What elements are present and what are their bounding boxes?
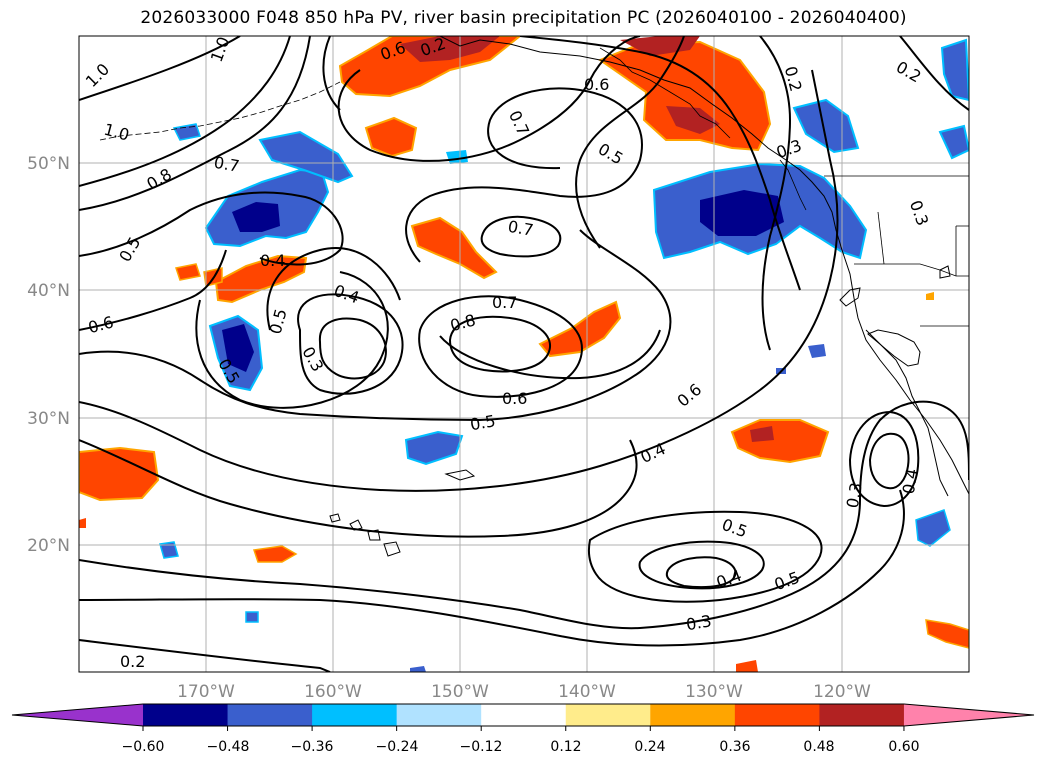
positive-precip-patch <box>597 36 772 152</box>
negative-precip-patch <box>404 430 464 466</box>
lat-label: 20°N <box>27 536 70 556</box>
precip-shading-layer <box>79 36 969 672</box>
colorbar-tick-label: −0.60 <box>122 739 165 755</box>
pv-contour-line <box>665 556 737 589</box>
pv-contour-line <box>519 36 801 291</box>
lon-label: 170°W <box>177 682 235 702</box>
negative-precip-patch <box>258 130 354 184</box>
negative-precip-patch <box>208 314 264 392</box>
map-plot-area: 1.0 1.0 1.0 0.6 0.8 0.7 0.6 0.7 0.5 0.2 … <box>79 36 969 672</box>
coastlines <box>99 36 969 557</box>
pv-contour-line <box>848 410 920 508</box>
colorbar-segment <box>481 704 567 726</box>
colorbar-tick-label: 0.24 <box>634 739 665 755</box>
positive-precip-patch <box>79 446 160 502</box>
pv-contour-line <box>405 87 643 263</box>
colorbar-segment <box>312 704 398 726</box>
positive-precip-patch <box>338 36 522 98</box>
colorbar-tick-label: 0.36 <box>719 739 750 755</box>
colorbar-tick-label: −0.48 <box>207 739 250 755</box>
pv-contour-line <box>759 36 792 351</box>
lat-label: 50°N <box>27 154 70 174</box>
pv-contour-line <box>480 215 562 258</box>
latitude-labels: 50°N 40°N 30°N 20°N <box>27 154 70 556</box>
lon-label: 160°W <box>304 682 362 702</box>
colorbar-tick-labels: −0.60 −0.48 −0.36 −0.24 −0.12 0.12 0.24 … <box>122 739 920 755</box>
lat-label: 40°N <box>27 281 70 301</box>
positive-precip-patch <box>538 300 622 358</box>
pv-contour-line <box>79 400 969 630</box>
map-frame <box>78 35 970 673</box>
colorbar <box>11 703 1035 731</box>
pv-contour-line <box>79 439 638 538</box>
contour-label: 0.2 <box>120 652 145 671</box>
colorbar-segment <box>734 704 820 726</box>
pv-contour-line <box>195 271 389 409</box>
colorbar-extend-min <box>12 704 143 726</box>
pv-contour-line <box>79 36 291 187</box>
colorbar-segment <box>565 704 651 726</box>
colorbar-extend-max <box>903 704 1034 726</box>
colorbar-tick-label: −0.24 <box>376 739 419 755</box>
positive-precip-patch <box>79 292 969 672</box>
pv-contour-line <box>587 510 823 603</box>
colorbar-segment <box>396 704 482 726</box>
pv-contour-line <box>868 432 910 490</box>
pv-contour-line <box>318 317 387 380</box>
pv-contour-line <box>448 315 551 373</box>
positive-precip-patch <box>410 216 498 280</box>
pv-contour-line <box>418 295 583 398</box>
colorbar-tick-label: 0.48 <box>803 739 834 755</box>
contour-label: 0.7 <box>492 293 517 312</box>
lon-label: 150°W <box>431 682 489 702</box>
positive-precip-patch <box>364 116 418 158</box>
longitude-labels: 170°W 160°W 150°W 140°W 130°W 120°W <box>177 682 871 702</box>
negative-precip-patch <box>938 38 969 160</box>
contour-label: 0.6 <box>502 389 527 408</box>
pv-contour-line <box>638 540 765 590</box>
pv-contour-line <box>79 489 905 647</box>
colorbar-tick-label: −0.12 <box>460 739 503 755</box>
contour-label: 0.3 <box>843 481 866 509</box>
colorbar-tick-label: 0.12 <box>550 739 581 755</box>
pv-contour-line <box>322 36 341 111</box>
pv-contour-line <box>337 36 641 162</box>
pv-contour-line <box>266 247 401 331</box>
lon-label: 140°W <box>558 682 616 702</box>
lon-label: 120°W <box>813 682 871 702</box>
map-title: 2026033000 F048 850 hPa PV, river basin … <box>140 8 907 28</box>
graticule <box>79 36 969 672</box>
contour-label: 0.4 <box>260 251 285 270</box>
colorbar-segment <box>227 704 313 726</box>
pv-contour-line <box>79 229 672 422</box>
pv-contour-line <box>79 36 241 101</box>
pv-contour-line <box>297 293 404 395</box>
pv-contour-line <box>439 329 661 380</box>
pv-contour-line <box>79 36 311 211</box>
pv-contour-line <box>79 249 227 331</box>
colorbar-tick-label: 0.60 <box>888 739 919 755</box>
contour-label: 0.7 <box>506 217 534 240</box>
pv-contour-line <box>79 191 344 266</box>
contour-label: 0.4 <box>899 467 922 495</box>
colorbar-segment <box>143 704 229 726</box>
contour-label: 0.3 <box>685 611 713 634</box>
pv-contour-line <box>899 36 969 111</box>
pv-contour-line <box>79 69 839 492</box>
contour-label: 0.5 <box>469 411 497 434</box>
contour-label: 0.7 <box>212 153 240 176</box>
contour-label: 0.6 <box>584 75 609 94</box>
negative-precip-patch <box>204 168 330 248</box>
pv-contour-line <box>79 639 331 672</box>
colorbar-tick-label: −0.36 <box>291 739 334 755</box>
pv-contours <box>79 36 969 672</box>
lon-label: 130°W <box>685 682 743 702</box>
lat-label: 30°N <box>27 409 70 429</box>
colorbar-segment <box>650 704 736 726</box>
positive-precip-patch <box>730 419 830 464</box>
colorbar-segment <box>819 704 905 726</box>
